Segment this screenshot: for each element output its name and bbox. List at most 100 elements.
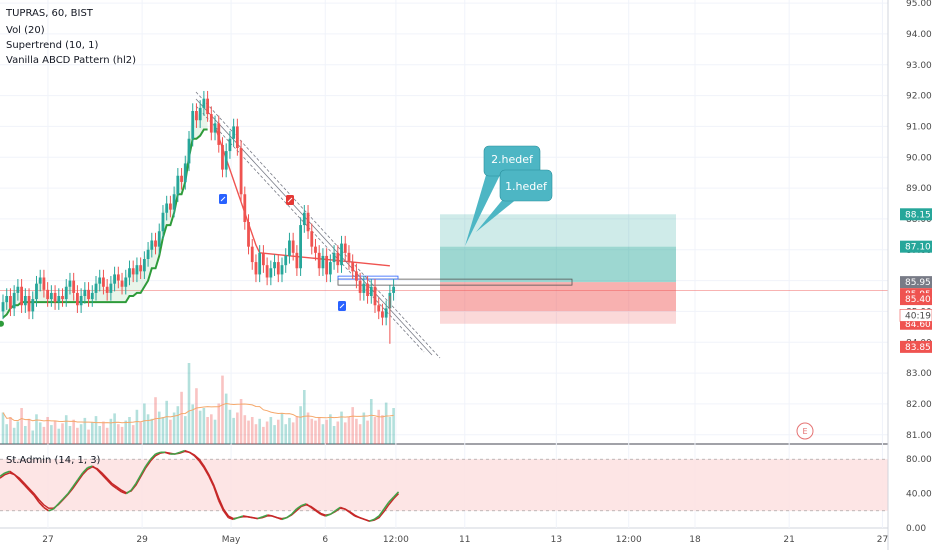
volume-bar <box>79 424 83 444</box>
indicator-supertrend[interactable]: Supertrend (10, 1) <box>6 40 99 51</box>
oscillator-main-segment <box>281 516 288 521</box>
volume-bar <box>198 410 202 444</box>
oscillator-main-segment <box>373 515 380 521</box>
price-axis[interactable]: 95.0094.0093.0092.0091.0090.0089.0088.00… <box>887 0 932 550</box>
candle-body <box>243 194 247 222</box>
volume-bar <box>38 422 42 444</box>
oscillator-main-segment <box>276 516 283 521</box>
volume-bar <box>288 417 291 444</box>
oscillator-main-segment <box>125 489 132 495</box>
oscillator-main-segment <box>369 518 375 522</box>
oscillator-main-segment <box>291 508 298 515</box>
volume-bar <box>232 417 235 444</box>
volume-bar <box>310 418 314 444</box>
volume-bar <box>46 417 49 444</box>
oscillator-main-segment <box>262 514 268 518</box>
oscillator-pane <box>0 449 888 522</box>
volume-bar <box>388 417 392 444</box>
candle-body <box>217 123 221 145</box>
volume-bar <box>377 409 381 444</box>
oscillator-main-segment <box>315 510 322 515</box>
oscillator-main-segment <box>96 468 103 476</box>
candle-body <box>98 277 102 284</box>
volume-bar <box>146 414 150 444</box>
volume-bar <box>243 415 247 444</box>
candle-body <box>306 212 310 232</box>
price-tick-label: 92.00 <box>906 92 932 102</box>
candle-body <box>384 308 388 318</box>
candle-body <box>202 98 206 108</box>
volume-bar <box>306 412 310 444</box>
time-tick-label: 18 <box>689 535 701 545</box>
volume-bar <box>217 403 221 444</box>
oscillator-main-segment <box>310 506 317 512</box>
volume-bar <box>228 409 232 444</box>
volume-bar <box>269 417 273 444</box>
candle-body <box>254 262 258 275</box>
volume-bar <box>355 418 358 444</box>
volume-bar <box>384 402 388 444</box>
candle-body <box>124 277 128 287</box>
volume-bar <box>53 420 57 444</box>
volume-bar <box>381 415 384 444</box>
volume-bar <box>20 408 23 444</box>
countdown-tag <box>899 309 932 322</box>
indicator-volume[interactable]: Vol (20) <box>6 25 45 36</box>
oscillator-main-segment <box>198 460 205 469</box>
volume-bar <box>351 407 354 444</box>
callout-target1-text: 1.hedef <box>505 180 548 193</box>
oscillator-main-segment <box>305 503 312 509</box>
price-tick-label: 82.00 <box>906 400 932 410</box>
price-tag <box>900 208 932 221</box>
volume-bar <box>135 409 139 444</box>
candle-body <box>116 274 120 281</box>
long-position-tool[interactable] <box>0 214 888 324</box>
oscillator-main-segment <box>184 449 190 454</box>
target-callouts[interactable]: 2.hedef 1.hedef E <box>465 145 814 440</box>
oscillator-main-segment <box>267 514 273 517</box>
candle-body <box>38 277 42 284</box>
oscillator-main-segment <box>9 470 16 476</box>
volume-bar <box>94 416 98 444</box>
candle-body <box>280 265 284 275</box>
candle-body <box>76 292 79 306</box>
time-tick-label: 21 <box>783 535 794 545</box>
candle-body <box>139 265 143 272</box>
oscillator-main-segment <box>140 465 147 476</box>
candle-body <box>276 262 280 275</box>
candle-body <box>172 194 176 210</box>
price-axis-bg <box>888 0 932 550</box>
volume-bar <box>76 427 79 444</box>
candle-body <box>20 286 23 306</box>
volume-bar <box>57 428 61 444</box>
candle-body <box>221 144 224 170</box>
oscillator-title[interactable]: St.Admin (14, 1, 3) <box>6 455 101 466</box>
volume-bar <box>254 424 258 444</box>
time-tick-label: 29 <box>136 535 148 545</box>
volume-bar <box>87 429 90 444</box>
candle-body <box>102 277 105 287</box>
volume-bar <box>109 418 113 444</box>
volume-bar <box>42 426 46 444</box>
oscillator-main-segment <box>145 458 152 467</box>
callout-target1 <box>499 169 553 202</box>
volume-bar <box>90 422 94 444</box>
volume-bar <box>12 427 16 444</box>
oscillator-main-segment <box>359 516 365 521</box>
volume-bar <box>16 421 20 444</box>
volume-bar <box>187 363 191 444</box>
volume-ma-line <box>2 403 394 424</box>
volume-bar <box>221 375 224 444</box>
volume-bar <box>392 408 395 444</box>
symbol-title[interactable]: TUPRAS, 60, BIST <box>6 8 93 19</box>
oscillator-main-segment <box>286 513 293 519</box>
oscillator-main-segment <box>91 465 98 471</box>
countdown-text: 40:19 <box>905 311 931 321</box>
oscillator-main-segment <box>388 496 395 503</box>
time-axis[interactable]: 27 29 May 6 12:00 11 13 12:00 18 21 27 <box>42 535 888 545</box>
supertrend-fill-up <box>3 98 208 318</box>
indicator-abcd[interactable]: Vanilla ABCD Pattern (hl2) <box>6 55 136 66</box>
candle-body <box>213 123 217 133</box>
oscillator-main-segment <box>67 486 74 495</box>
signal-glyph <box>220 196 226 202</box>
